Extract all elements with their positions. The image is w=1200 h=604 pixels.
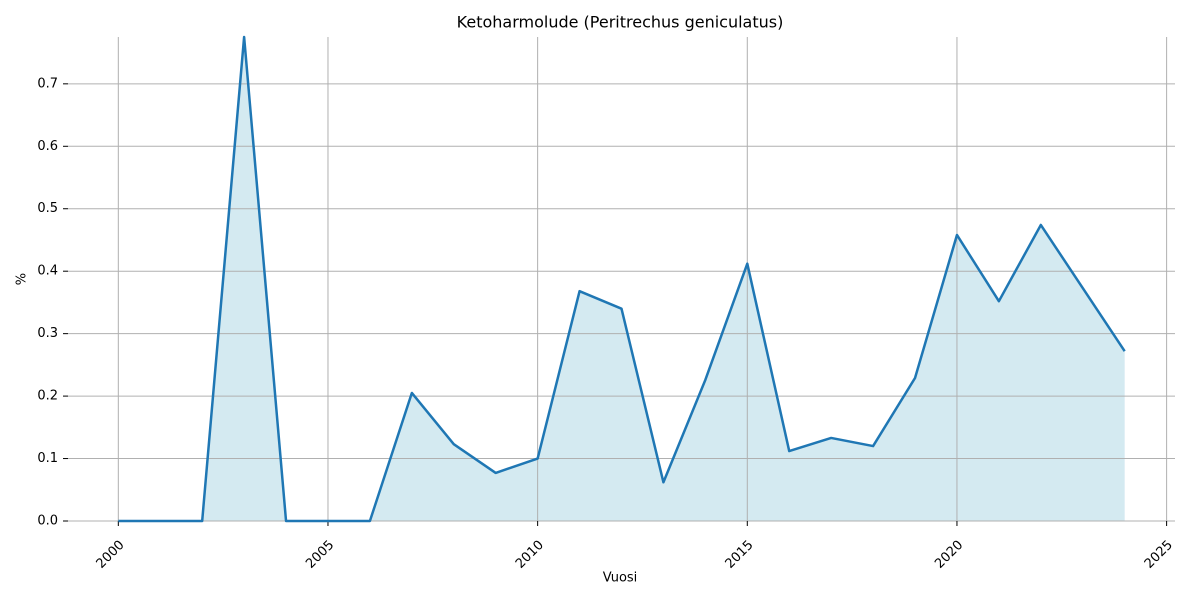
y-tick-label: 0.1 xyxy=(37,451,58,466)
area xyxy=(118,37,1125,521)
x-tick-label: 2010 xyxy=(513,538,547,572)
line xyxy=(118,35,1126,523)
y-tick-label: 0.5 xyxy=(37,201,58,216)
y-axis-label: % xyxy=(15,273,30,285)
x-tick-label: 2025 xyxy=(1142,538,1176,572)
chart-title: Ketoharmolude (Peritrechus geniculatus) xyxy=(457,13,784,32)
y-tick-label: 0.7 xyxy=(37,76,58,91)
x-tick-label: 2020 xyxy=(932,538,966,572)
x-tick-label: 2005 xyxy=(303,538,337,572)
y-tick-label: 0.4 xyxy=(37,264,58,279)
y-tick-label: 0.6 xyxy=(37,139,58,154)
y-tick-label: 0.0 xyxy=(37,514,58,529)
y-tick-label: 0.2 xyxy=(37,389,58,404)
y-tick-label: 0.3 xyxy=(37,326,58,341)
x-tick-label: 2000 xyxy=(94,538,128,572)
x-tick-label: 2015 xyxy=(723,538,757,572)
x-axis-label: Vuosi xyxy=(603,571,638,586)
